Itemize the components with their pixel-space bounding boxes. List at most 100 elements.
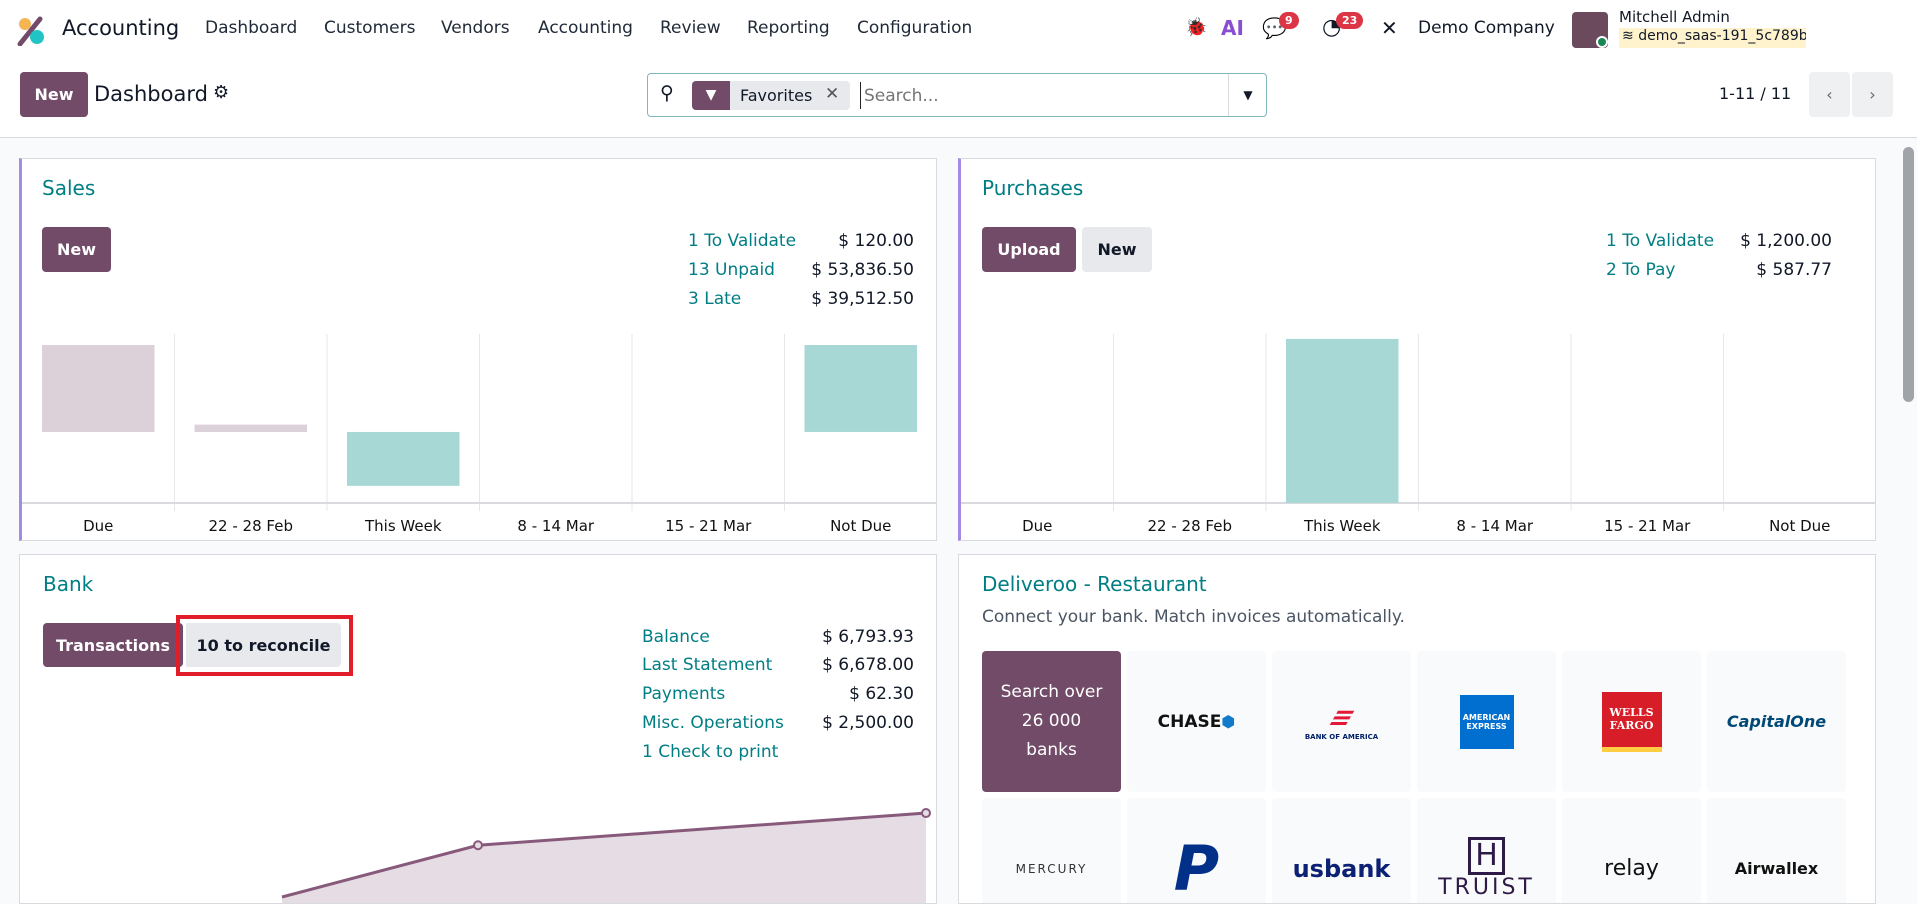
user-name[interactable]: Mitchell Admin	[1619, 8, 1730, 26]
capital-one-logo: CapitalOne	[1726, 712, 1827, 731]
bank-tile-chase[interactable]: CHASE ⬢	[1127, 651, 1266, 792]
database-label: demo_saas-191_5c789b86c5c5...	[1638, 28, 1806, 44]
sales-stat[interactable]: 1 To Validate $ 120.00	[688, 231, 914, 251]
scrollbar[interactable]	[1900, 138, 1917, 886]
new-button[interactable]: New	[20, 72, 88, 117]
messages-badge: 9	[1279, 12, 1299, 29]
x-tick-label: 22 - 28 Feb	[209, 517, 293, 535]
chase-logo: CHASE	[1157, 711, 1222, 732]
bank-tile-usbank[interactable]: usbank	[1272, 798, 1411, 903]
purchases-title[interactable]: Purchases	[982, 176, 1084, 200]
mercury-logo: MERCURY	[1015, 861, 1088, 876]
purchases-bar-chart[interactable]: Due 22 - 28 Feb This Week 8 - 14 Mar 15 - 21…	[961, 334, 1876, 539]
upload-button[interactable]: Upload	[982, 227, 1076, 272]
navbar: Accounting Dashboard Customers Vendors A…	[0, 0, 1917, 60]
tools-icon[interactable]: ✕	[1381, 16, 1398, 40]
bar	[1286, 338, 1399, 503]
control-panel: New Dashboard ⚙ ⚲ ▼ Favorites ✕ ▼ 1-11 /…	[0, 60, 1917, 138]
scrollbar-thumb[interactable]	[1903, 147, 1914, 402]
truist-icon: H	[1468, 837, 1505, 875]
truist-logo: TRUIST	[1438, 875, 1535, 900]
facet-label: Favorites	[740, 86, 813, 105]
transactions-button[interactable]: Transactions	[43, 623, 183, 667]
purchases-stat[interactable]: 1 To Validate $ 1,200.00	[1606, 231, 1832, 251]
sales-stat[interactable]: 3 Late $ 39,512.50	[688, 289, 914, 309]
search-input[interactable]	[860, 82, 1240, 109]
bank-tile-airwallex[interactable]: Airwallex	[1707, 798, 1846, 903]
bank-stat[interactable]: Misc. Operations $ 2,500.00	[642, 713, 914, 733]
app-logo-icon[interactable]	[16, 16, 46, 46]
app-name[interactable]: Accounting	[62, 16, 180, 40]
bar	[194, 424, 307, 432]
search-tile-line: banks	[1026, 740, 1077, 760]
menu-accounting[interactable]: Accounting	[538, 18, 633, 38]
bank-tile-paypal[interactable]: P	[1127, 798, 1266, 904]
pager-previous-button[interactable]: ‹	[1809, 72, 1850, 117]
bank-title[interactable]: Bank	[43, 572, 94, 596]
bank-stat[interactable]: Balance $ 6,793.93	[642, 627, 914, 647]
search-bar: ⚲ ▼ Favorites ✕ ▼	[647, 73, 1267, 117]
bank-tile-relay[interactable]: relay	[1562, 798, 1701, 903]
bank-tile-amex[interactable]: AMERICAN EXPRESS	[1417, 651, 1556, 792]
balance-area	[282, 813, 926, 903]
bar	[42, 345, 155, 432]
deliveroo-title[interactable]: Deliveroo - Restaurant	[982, 572, 1207, 596]
x-tick-label: 8 - 14 Mar	[1456, 517, 1533, 535]
bank-stat[interactable]: 1 Check to print	[642, 742, 779, 762]
x-tick-label: Not Due	[830, 517, 891, 535]
boa-flag-icon: ≡	[1321, 702, 1362, 733]
bank-tile-wells-fargo[interactable]: WELLS FARGO	[1562, 651, 1701, 792]
remove-facet-icon[interactable]: ✕	[825, 84, 840, 104]
paypal-logo: P	[1173, 832, 1220, 904]
bar	[804, 345, 917, 432]
highlight-box	[176, 615, 353, 676]
page-title: Dashboard	[94, 82, 208, 106]
x-tick-label: Not Due	[1769, 517, 1830, 535]
bank-balance-chart[interactable]	[20, 775, 937, 904]
sales-bar-chart[interactable]: Due 22 - 28 Feb This Week 8 - 14 Mar 15 - 21…	[22, 334, 937, 539]
menu-dashboard[interactable]: Dashboard	[205, 18, 298, 38]
bank-tile-capital-one[interactable]: CapitalOne	[1707, 651, 1846, 792]
bank-card: Bank Transactions 10 to reconcile Balanc…	[19, 554, 937, 904]
x-tick-label: 22 - 28 Feb	[1148, 517, 1232, 535]
purchases-card: Purchases Upload New 1 To Validate $ 1,20…	[958, 158, 1876, 541]
bank-tile-bank-of-america[interactable]: ≡ BANK OF AMERICA	[1272, 651, 1411, 792]
wells-fargo-logo: WELLS FARGO	[1601, 691, 1662, 752]
menu-configuration[interactable]: Configuration	[857, 18, 973, 38]
search-banks-tile[interactable]: Search over 26 000 banks	[982, 651, 1121, 792]
activities-badge: 23	[1336, 12, 1364, 29]
bank-tile-mercury[interactable]: MERCURY	[982, 798, 1121, 903]
x-tick-label: 15 - 21 Mar	[665, 517, 752, 535]
company-switcher[interactable]: Demo Company	[1418, 18, 1555, 38]
pager-value[interactable]: 1-11 / 11	[1719, 84, 1792, 103]
reconcile-button[interactable]: 10 to reconcile	[186, 623, 341, 667]
database-name: ≋ demo_saas-191_5c789b86c5c5...	[1619, 28, 1806, 48]
x-tick-label: Due	[83, 517, 113, 535]
filter-facet: ▼ Favorites ✕	[692, 81, 850, 110]
sales-new-button[interactable]: New	[42, 227, 111, 272]
menu-review[interactable]: Review	[660, 18, 721, 38]
bank-tile-truist[interactable]: H TRUIST	[1417, 798, 1556, 903]
sales-title[interactable]: Sales	[42, 176, 96, 200]
pager-next-button[interactable]: ›	[1852, 72, 1893, 117]
search-tile-line: 26 000	[1021, 711, 1082, 731]
purchases-stat[interactable]: 2 To Pay $ 587.77	[1606, 260, 1832, 280]
menu-vendors[interactable]: Vendors	[441, 18, 510, 38]
menu-customers[interactable]: Customers	[324, 18, 416, 38]
search-icon[interactable]: ⚲	[660, 82, 674, 104]
x-tick-label: 15 - 21 Mar	[1604, 517, 1691, 535]
gear-icon[interactable]: ⚙	[213, 82, 230, 103]
ai-icon[interactable]: AI	[1221, 16, 1244, 40]
search-tile-line: Search over	[1000, 682, 1103, 702]
x-tick-label: 8 - 14 Mar	[517, 517, 594, 535]
data-point	[921, 808, 931, 819]
x-tick-label: Due	[1022, 517, 1052, 535]
search-options-toggle[interactable]: ▼	[1228, 74, 1267, 116]
bank-stat[interactable]: Last Statement $ 6,678.00	[642, 655, 914, 675]
bank-stat[interactable]: Payments $ 62.30	[642, 684, 914, 704]
bar	[347, 431, 460, 486]
sales-stat[interactable]: 13 Unpaid $ 53,836.50	[688, 260, 914, 280]
debug-bug-icon[interactable]: 🐞	[1185, 17, 1208, 38]
purchases-new-button[interactable]: New	[1082, 227, 1152, 272]
menu-reporting[interactable]: Reporting	[747, 18, 830, 38]
